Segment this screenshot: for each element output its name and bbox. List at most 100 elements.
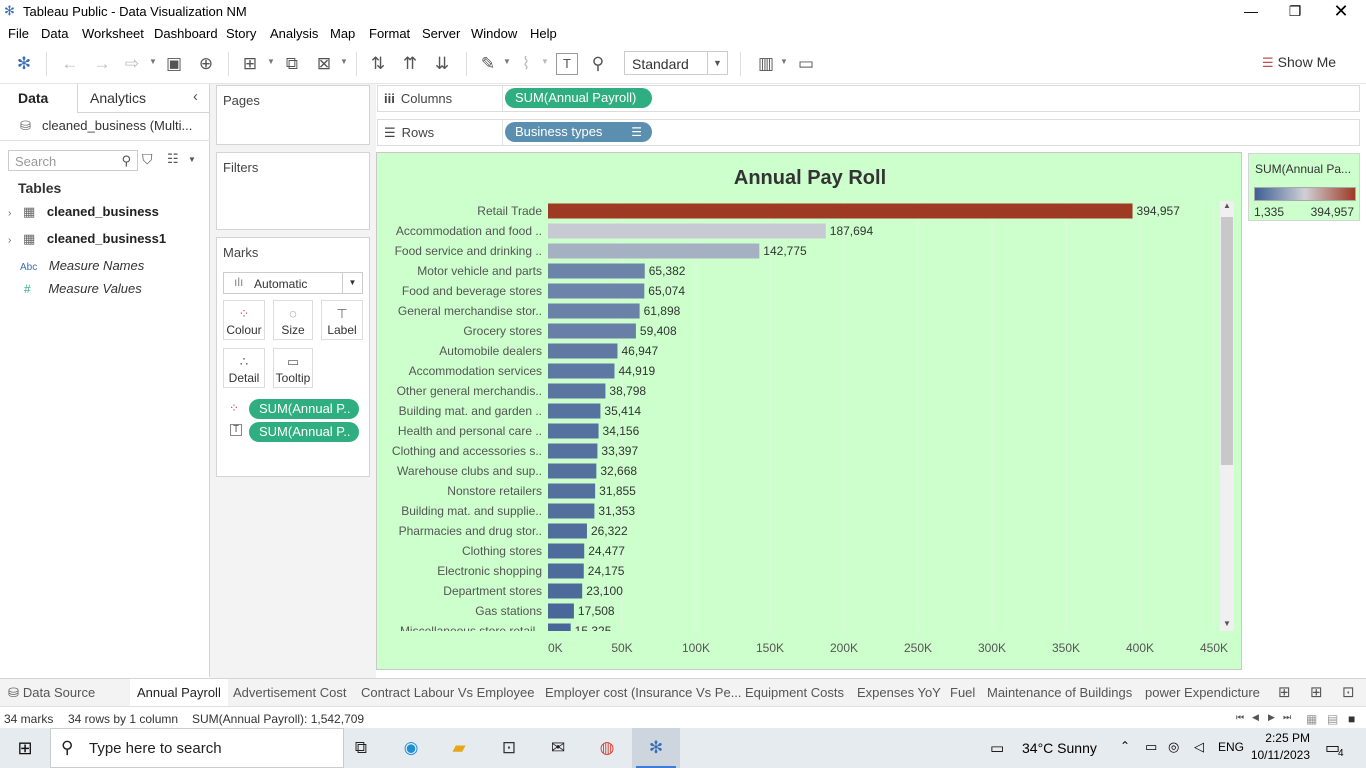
edge-icon[interactable]: ◉ bbox=[403, 738, 419, 757]
filmstrip-icon[interactable]: ▤ bbox=[1327, 712, 1339, 726]
device-preview-icon[interactable]: ▭ bbox=[797, 54, 815, 73]
tab-power-expenditure[interactable]: power Expendicture bbox=[1145, 685, 1260, 700]
filter-icon[interactable]: ⛉ bbox=[142, 151, 153, 167]
tooltip-button[interactable]: ▭ Tooltip bbox=[273, 348, 313, 388]
detail-button[interactable]: ∴ Detail bbox=[223, 348, 265, 388]
bar[interactable] bbox=[548, 463, 597, 479]
chrome-icon[interactable]: ◍ bbox=[599, 738, 615, 757]
bar[interactable] bbox=[548, 223, 826, 239]
bar[interactable] bbox=[548, 563, 584, 579]
menu-help[interactable]: Help bbox=[530, 26, 557, 41]
fit-select[interactable]: Standard ▼ bbox=[624, 51, 728, 75]
mail-icon[interactable]: ✉ bbox=[550, 738, 566, 757]
table-item[interactable]: › ▦ cleaned_business bbox=[8, 204, 159, 220]
bar[interactable] bbox=[548, 283, 645, 299]
tab-analytics[interactable]: Analytics bbox=[90, 90, 147, 106]
volume-icon[interactable]: ◁ bbox=[1194, 739, 1204, 754]
search-input[interactable]: Search ⚲ bbox=[8, 150, 138, 171]
chevron-up-icon[interactable]: ⌃ bbox=[1120, 739, 1131, 753]
datasource-name[interactable]: cleaned_business (Multi... bbox=[42, 118, 193, 133]
tableau-home-icon[interactable]: ✻ bbox=[16, 54, 32, 73]
pin-icon[interactable]: ⚲ bbox=[591, 54, 605, 73]
menu-server[interactable]: Server bbox=[422, 26, 461, 41]
file-explorer-icon[interactable]: ▰ bbox=[452, 738, 466, 757]
mark-type-select[interactable]: ılı Automatic ▼ bbox=[223, 272, 363, 294]
tab-fuel[interactable]: Fuel bbox=[950, 685, 976, 700]
scroll-thumb[interactable] bbox=[1221, 217, 1233, 465]
filters-card[interactable]: Filters bbox=[216, 152, 370, 230]
minimize-button[interactable]: — bbox=[1244, 3, 1258, 19]
columns-shelf[interactable]: iii Columns SUM(Annual Payroll) bbox=[377, 85, 1360, 112]
table-item[interactable]: › ▦ cleaned_business1 bbox=[8, 231, 166, 247]
rows-shelf[interactable]: ☰ Rows Business types ☰ bbox=[377, 119, 1360, 146]
bar[interactable] bbox=[548, 443, 598, 459]
restore-button[interactable]: ❐ bbox=[1288, 3, 1302, 19]
new-datasource-icon[interactable]: ⊕ bbox=[198, 54, 214, 73]
columns-pill[interactable]: SUM(Annual Payroll) bbox=[505, 88, 652, 108]
tab-contract-labour[interactable]: Contract Labour Vs Employee bbox=[361, 685, 535, 700]
scroll-up-icon[interactable]: ▲ bbox=[1223, 201, 1231, 210]
bar[interactable] bbox=[548, 363, 615, 379]
bar[interactable] bbox=[548, 303, 640, 319]
colour-button[interactable]: ⁘ Colour bbox=[223, 300, 265, 340]
bar[interactable] bbox=[548, 343, 618, 359]
bar[interactable] bbox=[548, 623, 571, 639]
first-sheet-icon[interactable]: ⏮ bbox=[1236, 712, 1245, 722]
redo-icon[interactable]: → bbox=[93, 54, 111, 73]
weather-text[interactable]: 34°C Sunny bbox=[1022, 740, 1097, 756]
clock-time[interactable]: 2:25 PM bbox=[1265, 731, 1310, 745]
size-button[interactable]: ◌ Size bbox=[273, 300, 313, 340]
bar[interactable] bbox=[548, 203, 1133, 219]
highlight-icon[interactable]: ✎ bbox=[480, 54, 496, 73]
bar[interactable] bbox=[548, 423, 599, 439]
bar[interactable] bbox=[548, 243, 760, 259]
bar[interactable] bbox=[548, 523, 587, 539]
sort-descending-icon[interactable]: ⇊ bbox=[434, 54, 450, 73]
close-button[interactable]: ✕ bbox=[1333, 1, 1349, 21]
menu-analysis[interactable]: Analysis bbox=[270, 26, 319, 41]
undo-icon[interactable]: ← bbox=[61, 54, 79, 73]
colour-pill[interactable]: SUM(Annual P.. bbox=[249, 399, 359, 419]
show-me-button[interactable]: ☰ Show Me bbox=[1262, 54, 1336, 71]
replay-icon[interactable]: ⇨ bbox=[124, 54, 140, 73]
duplicate-icon[interactable]: ⧉ bbox=[285, 54, 299, 73]
pages-card[interactable]: Pages bbox=[216, 85, 370, 145]
store-icon[interactable]: ⊡ bbox=[501, 738, 517, 757]
clear-sheet-icon[interactable]: ⊠ bbox=[316, 54, 332, 73]
bar[interactable] bbox=[548, 383, 606, 399]
save-icon[interactable]: ▣ bbox=[165, 54, 183, 73]
bar[interactable] bbox=[548, 323, 636, 339]
bar[interactable] bbox=[548, 403, 601, 419]
menu-data[interactable]: Data bbox=[41, 26, 69, 41]
task-view-icon[interactable]: ⧉ bbox=[354, 738, 368, 757]
menu-window[interactable]: Window bbox=[471, 26, 518, 41]
bar[interactable] bbox=[548, 263, 645, 279]
tab-equipment-costs[interactable]: Equipment Costs bbox=[745, 685, 844, 700]
new-story-tab-icon[interactable]: ⊡ bbox=[1342, 684, 1355, 701]
tab-maintenance[interactable]: Maintenance of Buildings bbox=[987, 685, 1133, 700]
bar[interactable] bbox=[548, 583, 583, 599]
language-indicator[interactable]: ENG bbox=[1218, 740, 1245, 754]
rows-pill[interactable]: Business types ☰ bbox=[505, 122, 652, 142]
menu-dashboard[interactable]: Dashboard bbox=[154, 26, 218, 41]
menu-map[interactable]: Map bbox=[330, 26, 356, 41]
tab-employer-cost[interactable]: Employer cost (Insurance Vs Pe... bbox=[545, 685, 742, 700]
menu-file[interactable]: File bbox=[8, 26, 29, 41]
vertical-scrollbar[interactable]: ▲ ▼ bbox=[1220, 201, 1234, 631]
field-measure-values[interactable]: # Measure Values bbox=[24, 281, 142, 296]
new-dashboard-tab-icon[interactable]: ⊞ bbox=[1310, 684, 1323, 701]
network-icon[interactable]: ◎ bbox=[1168, 739, 1180, 754]
scroll-down-icon[interactable]: ▼ bbox=[1223, 619, 1231, 628]
battery-icon[interactable]: ▭ bbox=[1145, 739, 1158, 754]
color-legend[interactable]: SUM(Annual Pa... 1,335 394,957 bbox=[1248, 153, 1360, 221]
bar[interactable] bbox=[548, 603, 574, 619]
swap-icon[interactable]: ⇅ bbox=[370, 54, 386, 73]
sheet-sorter-icon[interactable]: ▦ bbox=[1306, 712, 1318, 726]
menu-format[interactable]: Format bbox=[369, 26, 411, 41]
menu-worksheet[interactable]: Worksheet bbox=[82, 26, 144, 41]
field-measure-names[interactable]: Abc Measure Names bbox=[20, 258, 144, 273]
view-options-icon[interactable]: ☷ bbox=[167, 151, 179, 166]
group-icon[interactable]: ⌇ bbox=[521, 54, 531, 73]
notifications-icon[interactable]: ▭ bbox=[1325, 740, 1341, 757]
new-worksheet-tab-icon[interactable]: ⊞ bbox=[1278, 684, 1291, 701]
